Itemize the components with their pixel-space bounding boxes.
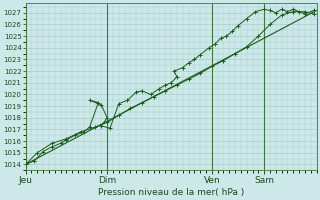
X-axis label: Pression niveau de la mer( hPa ): Pression niveau de la mer( hPa )	[98, 188, 244, 197]
